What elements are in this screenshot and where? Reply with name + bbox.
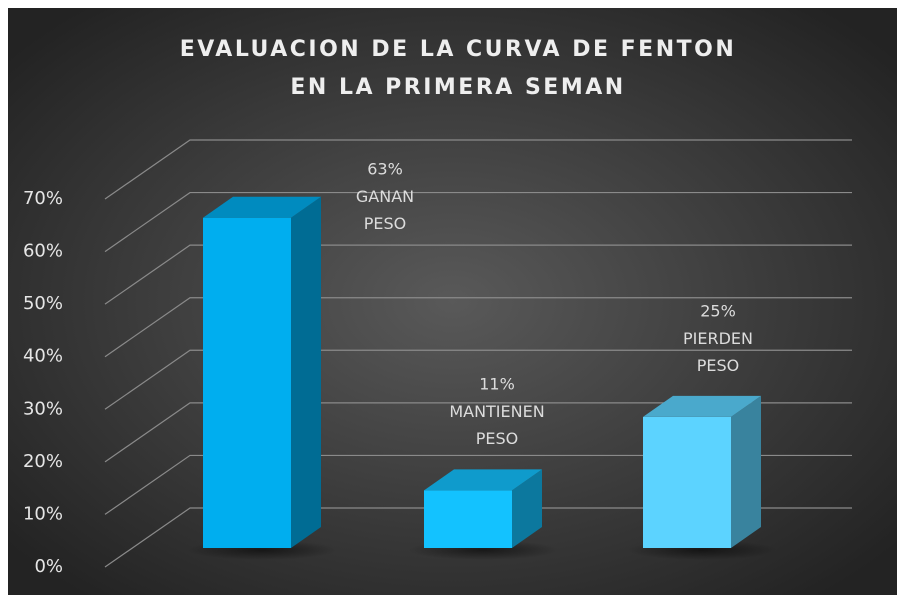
y-tick-label: 60% — [23, 241, 63, 262]
bar-side — [512, 469, 542, 548]
y-tick-label: 20% — [23, 451, 63, 472]
y-tick-label: 50% — [23, 293, 63, 314]
grid-line — [104, 349, 852, 410]
bar-front — [643, 416, 731, 548]
y-tick-label: 10% — [23, 503, 63, 524]
grid-line — [104, 454, 852, 515]
category-label: GANAN PESO — [356, 187, 414, 233]
chart-title: EN LA PRIMERA SEMAN — [290, 75, 625, 100]
category-label: MANTIENEN PESO — [449, 402, 544, 448]
bar-top — [203, 196, 321, 218]
bar-front — [424, 490, 512, 548]
grid-line — [104, 297, 852, 358]
y-tick-label: 40% — [23, 346, 63, 367]
bar-side — [291, 196, 321, 548]
data-label: 63% — [367, 160, 403, 179]
grid-line — [104, 191, 852, 253]
grid-line — [104, 244, 852, 305]
bar-front — [203, 217, 291, 548]
grid-line — [104, 402, 852, 463]
chart-title: EVALUACION DE LA CURVA DE FENTON — [180, 37, 737, 62]
category-label: PIERDEN PESO — [683, 329, 753, 375]
data-label: 25% — [700, 302, 736, 321]
y-tick-label: 70% — [23, 188, 63, 209]
y-tick-label: 0% — [34, 556, 63, 577]
grid-line — [104, 139, 852, 200]
grid-line — [104, 507, 852, 568]
bar-top — [643, 395, 761, 417]
data-label: 11% — [479, 375, 515, 394]
bar-side — [731, 395, 761, 548]
bar-top — [424, 469, 542, 491]
y-tick-label: 30% — [23, 398, 63, 419]
